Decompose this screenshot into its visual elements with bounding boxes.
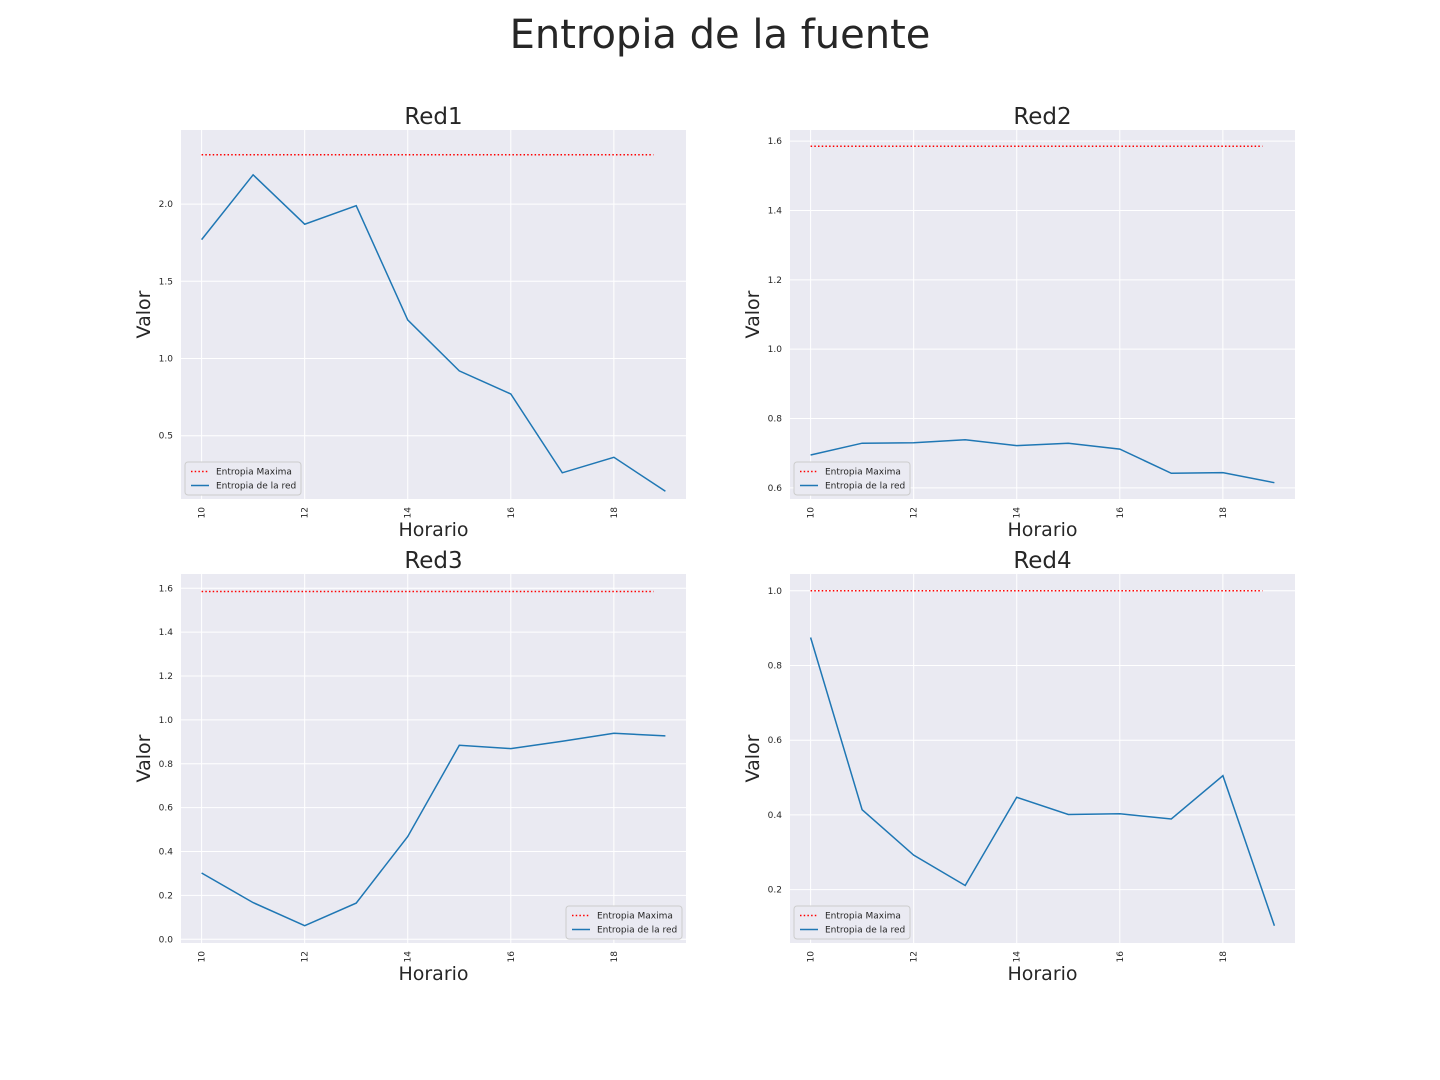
x-tick-label: 16 (1116, 951, 1126, 963)
series-line-entropia-de-la-red (201, 173, 666, 492)
x-tick-label: 10 (198, 507, 208, 519)
y-tick-label: 2.0 (159, 200, 174, 210)
y-tick-label: 1.0 (159, 355, 174, 365)
plot-area (181, 130, 686, 499)
y-axis-label: Valor (742, 734, 764, 782)
y-tick-label: 1.6 (159, 584, 174, 594)
y-tick-label: 0.8 (768, 415, 783, 425)
legend-label: Entropia Maxima (597, 912, 673, 922)
x-tick-label: 10 (807, 951, 817, 963)
series-line-entropia-de-la-red (201, 732, 666, 927)
y-tick-label: 1.0 (159, 716, 174, 726)
x-axis-label: Horario (398, 963, 468, 985)
y-tick-label: 1.6 (768, 137, 783, 147)
subplot-3: 0.0 0.2 0.4 0.6 0.8 1.0 1.2 1.4 1.6 10 12 14 16 18 Red… (133, 548, 686, 985)
legend-box (184, 461, 302, 496)
legend: Entropia Maxima Entropia de la red (184, 461, 302, 496)
legend: Entropia Maxima Entropia de la red (793, 905, 911, 940)
y-tick-label: 0.5 (159, 432, 173, 442)
y-tick-label: 0.0 (159, 935, 174, 945)
x-tick-label: 18 (610, 951, 620, 963)
y-tick-label: 1.5 (159, 277, 173, 287)
subplot-1: 0.5 1.0 1.5 2.0 10 12 14 16 18 Red1 Horario Valor En… (133, 104, 686, 541)
y-tick-label: 0.2 (768, 886, 782, 896)
x-tick-label: 16 (1116, 507, 1126, 519)
x-tick-label: 16 (507, 951, 517, 963)
legend-label: Entropia de la red (216, 482, 296, 492)
y-tick-label: 0.8 (159, 760, 174, 770)
x-tick-label: 14 (404, 507, 414, 519)
series-line-entropia-de-la-red (809, 637, 1276, 927)
x-tick-label: 14 (1013, 507, 1023, 519)
y-tick-label: 1.0 (768, 345, 783, 355)
y-axis-label: Valor (133, 290, 155, 338)
legend: Entropia Maxima Entropia de la red (565, 905, 683, 940)
y-tick-label: 0.6 (768, 736, 783, 746)
y-tick-label: 0.6 (768, 484, 783, 494)
subplot-title: Red3 (404, 548, 462, 574)
legend-box (565, 905, 683, 940)
x-tick-label: 18 (1219, 951, 1229, 963)
legend-label: Entropia de la red (597, 926, 677, 936)
y-tick-label: 0.4 (768, 811, 783, 821)
x-tick-label: 14 (1013, 951, 1023, 963)
legend: Entropia Maxima Entropia de la red (793, 461, 911, 496)
subplot-title: Red2 (1013, 104, 1071, 130)
y-axis-label: Valor (742, 290, 764, 338)
series-line-entropia-de-la-red (810, 438, 1275, 484)
legend-box (793, 905, 911, 940)
x-tick-label: 10 (807, 507, 817, 519)
legend-box (793, 461, 911, 496)
x-axis-label: Horario (1007, 963, 1077, 985)
y-tick-label: 1.2 (768, 276, 782, 286)
x-tick-label: 16 (507, 507, 517, 519)
y-tick-label: 1.4 (768, 206, 783, 216)
subplot-title: Red4 (1013, 548, 1071, 574)
x-tick-label: 10 (198, 951, 208, 963)
y-tick-label: 0.2 (159, 891, 173, 901)
plot-area (790, 574, 1295, 943)
x-tick-label: 12 (301, 507, 311, 518)
legend-label: Entropia Maxima (825, 468, 901, 478)
y-tick-label: 1.2 (159, 672, 173, 682)
plot-area (790, 130, 1295, 499)
x-tick-label: 12 (910, 951, 920, 962)
figure-title: Entropia de la fuente (509, 12, 931, 58)
subplot-4: 0.2 0.4 0.6 0.8 1.0 10 12 14 16 18 Red4 Horario Valo… (742, 548, 1295, 985)
x-axis-label: Horario (1007, 519, 1077, 541)
y-tick-label: 0.4 (159, 848, 174, 858)
x-tick-label: 18 (1219, 507, 1229, 519)
y-tick-label: 1.0 (768, 587, 783, 597)
x-tick-label: 12 (301, 951, 311, 962)
x-tick-label: 14 (404, 951, 414, 963)
legend-label: Entropia de la red (825, 926, 905, 936)
y-tick-label: 0.6 (159, 804, 174, 814)
legend-label: Entropia Maxima (216, 468, 292, 478)
plot-area (181, 574, 686, 943)
legend-label: Entropia de la red (825, 482, 905, 492)
subplot-2: 0.6 0.8 1.0 1.2 1.4 1.6 10 12 14 16 18 Red2 Horario V… (742, 104, 1295, 541)
y-axis-label: Valor (133, 734, 155, 782)
legend-label: Entropia Maxima (825, 912, 901, 922)
subplot-title: Red1 (404, 104, 462, 130)
y-tick-label: 1.4 (159, 628, 174, 638)
y-tick-label: 0.8 (768, 662, 783, 672)
x-tick-label: 18 (610, 507, 620, 519)
x-tick-label: 12 (910, 507, 920, 518)
x-axis-label: Horario (398, 519, 468, 541)
